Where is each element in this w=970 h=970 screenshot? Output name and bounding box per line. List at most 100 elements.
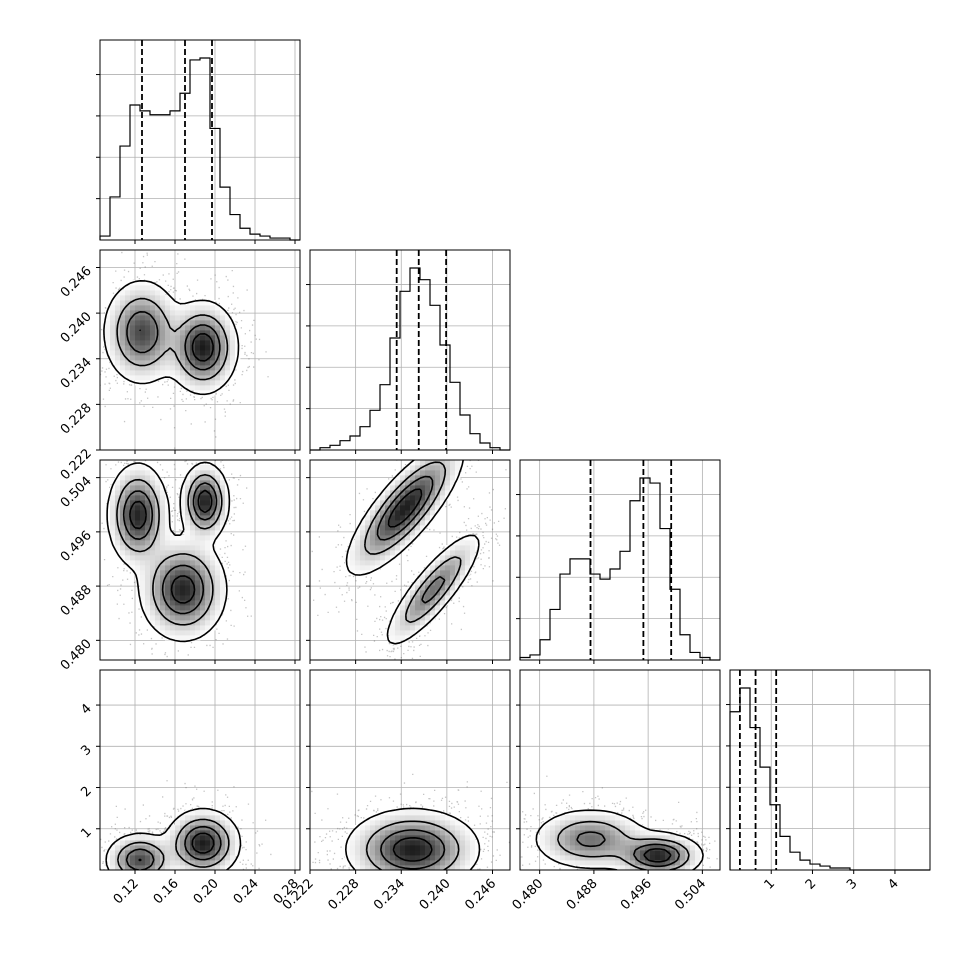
density-cell <box>455 575 461 581</box>
density-cell <box>120 300 126 306</box>
density-cell <box>150 470 156 476</box>
density-cell <box>195 550 201 556</box>
density-cell <box>360 825 366 831</box>
density-cell <box>190 525 196 531</box>
density-cell <box>185 375 191 381</box>
density-cell <box>595 860 601 866</box>
density-cell <box>215 520 221 526</box>
density-cell <box>415 460 421 466</box>
density-cell <box>405 810 411 816</box>
density-cell <box>400 860 406 866</box>
density-cell <box>400 615 406 621</box>
density-cell <box>120 360 126 366</box>
density-cell <box>435 845 441 851</box>
contour-line <box>557 820 690 870</box>
density-cell <box>580 815 586 821</box>
density-cell <box>195 510 201 516</box>
density-cell <box>695 850 701 856</box>
density-cell <box>140 330 146 336</box>
density-cell <box>155 540 161 546</box>
density-cell <box>425 605 431 611</box>
density-cell <box>155 615 161 621</box>
density-cell <box>165 365 171 371</box>
density-cell <box>360 565 366 571</box>
density-cell <box>415 625 421 631</box>
density-cell <box>175 600 181 606</box>
x-tick-label: 0.234 <box>371 876 408 913</box>
density-cell <box>400 520 406 526</box>
density-cell <box>455 565 461 571</box>
density-cell <box>140 370 146 376</box>
density-cell <box>180 345 186 351</box>
density-cell <box>110 485 116 491</box>
density-cell <box>420 605 426 611</box>
density-cell <box>190 830 196 836</box>
density-cell <box>175 545 181 551</box>
density-cell <box>115 850 121 856</box>
density-cell <box>400 490 406 496</box>
density-cell <box>190 820 196 826</box>
density-cell <box>150 595 156 601</box>
density-cell <box>210 600 216 606</box>
density-cell <box>210 330 216 336</box>
density-cell <box>435 865 441 870</box>
density-cell <box>185 540 191 546</box>
density-cell <box>190 500 196 506</box>
density-cell <box>395 615 401 621</box>
density-cell <box>130 465 136 471</box>
density-cell <box>195 610 201 616</box>
density-cell <box>350 560 356 566</box>
density-cell <box>130 370 136 376</box>
density-cell <box>540 835 546 841</box>
density-cell <box>395 510 401 516</box>
density-cell <box>120 320 126 326</box>
density-cell <box>125 490 131 496</box>
density-cell <box>450 865 456 870</box>
density-cell <box>415 825 421 831</box>
density-cell <box>175 840 181 846</box>
density-cell <box>475 845 481 851</box>
density-cell <box>370 560 376 566</box>
density-cell <box>415 525 421 531</box>
density-cell <box>180 510 186 516</box>
density-cell <box>155 355 161 361</box>
density-cell <box>560 835 566 841</box>
density-cell <box>645 855 651 861</box>
density-cell <box>425 860 431 866</box>
density-cell <box>455 865 461 870</box>
density-cell <box>420 835 426 841</box>
density-cell <box>415 810 421 816</box>
density-cell <box>115 315 121 321</box>
density-cell <box>130 860 136 866</box>
density-cell <box>400 530 406 536</box>
density-cell <box>380 495 386 501</box>
density-cell <box>360 830 366 836</box>
density-cell <box>670 835 676 841</box>
density-cell <box>640 855 646 861</box>
density-cell <box>460 860 466 866</box>
density-cell <box>390 865 396 870</box>
density-cell <box>385 810 391 816</box>
density-cell <box>210 825 216 831</box>
density-cell <box>120 295 126 301</box>
density-cell <box>600 825 606 831</box>
density-cell <box>130 295 136 301</box>
density-cell <box>655 845 661 851</box>
panel-frame <box>99 39 301 241</box>
density-cell <box>125 465 131 471</box>
density-cell <box>435 825 441 831</box>
density-cell <box>215 340 221 346</box>
density-cell <box>445 840 451 846</box>
density-cell <box>170 345 176 351</box>
density-cell <box>410 840 416 846</box>
density-cell <box>115 485 121 491</box>
histogram-outline <box>729 687 930 871</box>
density-cell <box>165 505 171 511</box>
density-cell <box>385 500 391 506</box>
density-cell <box>355 850 361 856</box>
density-cell <box>425 815 431 821</box>
density-cell <box>555 855 561 861</box>
density-cell <box>570 850 576 856</box>
density-cell <box>225 505 231 511</box>
density-cell <box>600 830 606 836</box>
